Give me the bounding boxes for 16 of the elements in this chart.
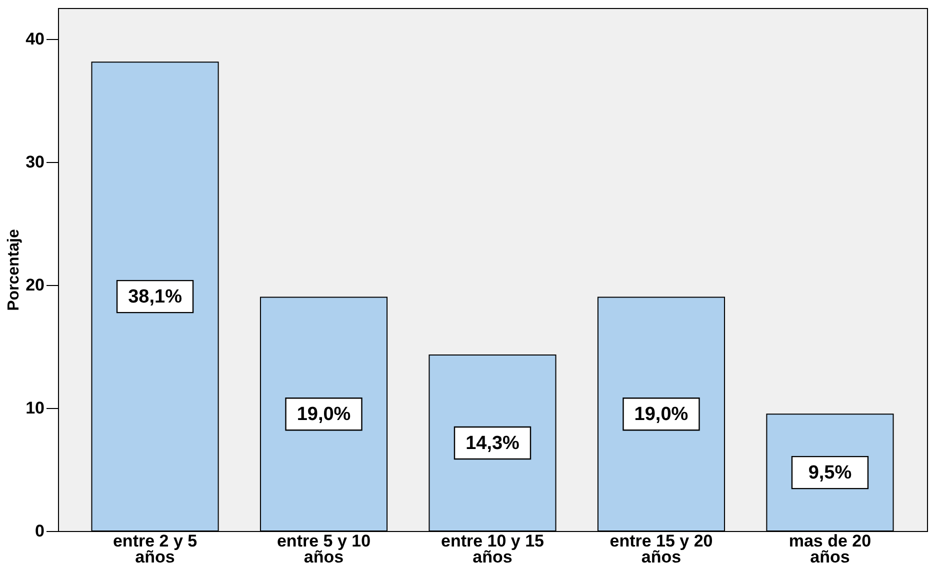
y-tick-label: 40 — [26, 29, 44, 48]
data-label: 9,5% — [808, 462, 852, 484]
data-label: 19,0% — [634, 404, 688, 426]
x-tick-label: entre 10 y 15 años — [440, 532, 544, 566]
data-label: 38,1% — [128, 286, 182, 308]
x-tick-label: entre 2 y 5 años — [112, 532, 198, 566]
x-tick-label: entre 5 y 10 años — [276, 532, 371, 566]
y-tick-label: 0 — [35, 522, 44, 540]
data-label: 14,3% — [466, 433, 520, 454]
data-label: 19,0% — [296, 404, 351, 426]
y-tick-label: 10 — [26, 398, 44, 418]
y-tick-label: 20 — [26, 275, 44, 294]
x-tick-label: mas de 20 años — [788, 532, 872, 566]
y-tick-label: 30 — [26, 152, 44, 172]
x-tick-label: entre 15 y 20 años — [610, 532, 713, 566]
y-axis-title: Porcentaje — [6, 228, 23, 311]
